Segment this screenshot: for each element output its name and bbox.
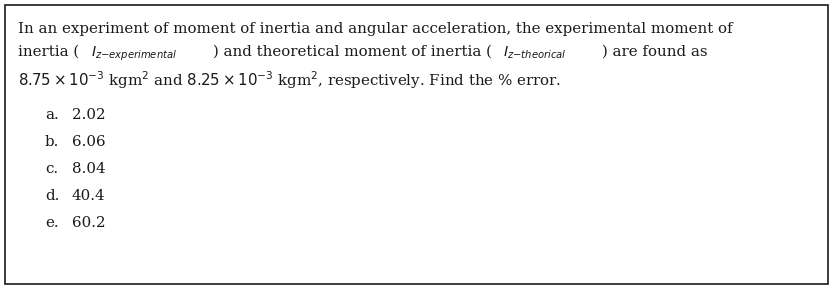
Text: a.: a. <box>45 108 59 122</box>
Text: b.: b. <box>45 135 59 149</box>
Text: 60.2: 60.2 <box>72 216 106 230</box>
Text: $\mathit{I}_{z\mathrm{-}experimental}$: $\mathit{I}_{z\mathrm{-}experimental}$ <box>91 45 177 63</box>
Text: $8.75 \times 10^{-3}$ kgm$^{2}$ and $8.25 \times 10^{-3}$ kgm$^{2}$, respectivel: $8.75 \times 10^{-3}$ kgm$^{2}$ and $8.2… <box>18 69 561 91</box>
Text: ) are found as: ) are found as <box>602 45 707 59</box>
Text: ) and theoretical moment of inertia (: ) and theoretical moment of inertia ( <box>213 45 492 59</box>
Text: 6.06: 6.06 <box>72 135 106 149</box>
Text: 2.02: 2.02 <box>72 108 106 122</box>
Text: In an experiment of moment of inertia and angular acceleration, the experimental: In an experiment of moment of inertia an… <box>18 22 733 36</box>
Text: inertia (: inertia ( <box>18 45 79 59</box>
Text: $\mathit{I}_{z\mathrm{-}theorical}$: $\mathit{I}_{z\mathrm{-}theorical}$ <box>503 45 566 61</box>
Text: e.: e. <box>45 216 58 230</box>
Text: 8.04: 8.04 <box>72 162 106 176</box>
Text: d.: d. <box>45 189 59 203</box>
Text: 40.4: 40.4 <box>72 189 106 203</box>
Text: c.: c. <box>45 162 58 176</box>
